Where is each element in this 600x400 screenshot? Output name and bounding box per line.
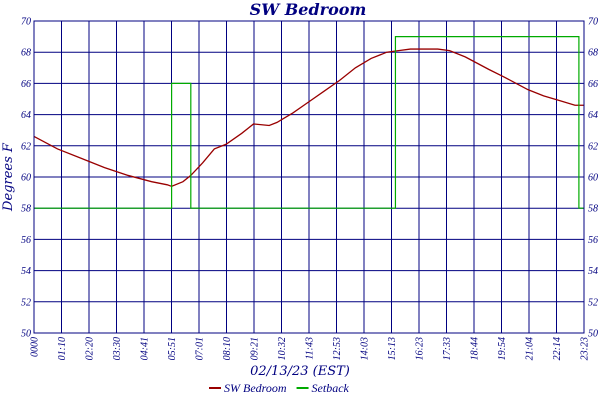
y-tick-label-left: 52 xyxy=(21,297,31,308)
x-tick-label: 14:03 xyxy=(360,337,371,360)
x-tick-label: 19:54 xyxy=(497,337,508,360)
legend-label: Setback xyxy=(312,381,350,395)
y-tick-label-right: 60 xyxy=(588,173,598,184)
y-ticks-right: 50 52 54 56 58 60 62 64 66 68 70 xyxy=(588,17,598,340)
x-ticks: 0000 01:10 02:20 03:30 04:41 05:51 07:01 08:10 0… xyxy=(30,337,591,360)
x-tick-label: 18:44 xyxy=(470,337,481,360)
x-tick-label: 11:43 xyxy=(305,337,316,360)
y-tick-label-right: 56 xyxy=(588,235,598,246)
x-tick-label: 17:33 xyxy=(442,337,453,360)
x-tick-label: 04:41 xyxy=(140,337,151,360)
x-tick-label: 10:32 xyxy=(277,337,288,360)
x-tick-label: 16:23 xyxy=(415,337,426,360)
series-line-setback xyxy=(34,36,584,209)
y-tick-label-right: 70 xyxy=(588,17,598,28)
y-tick-label-right: 50 xyxy=(588,329,598,340)
legend: SW Bedroom Setback xyxy=(209,381,350,395)
x-tick-label: 12:53 xyxy=(332,337,343,360)
x-tick-label: 21:04 xyxy=(525,337,536,360)
y-tick-label-left: 64 xyxy=(21,110,31,121)
x-tick-label: 23:23 xyxy=(580,337,591,360)
y-tick-label-left: 60 xyxy=(21,173,31,184)
y-tick-label-left: 54 xyxy=(21,266,31,277)
series-layer xyxy=(33,36,584,209)
legend-label: SW Bedroom xyxy=(224,381,287,395)
plot-frame xyxy=(33,20,585,334)
y-tick-label-right: 58 xyxy=(588,204,598,215)
x-tick-label: 15:13 xyxy=(387,337,398,360)
x-tick-label: 03:30 xyxy=(112,337,123,360)
y-tick-label-left: 68 xyxy=(21,48,31,59)
x-tick-label: 02:20 xyxy=(85,337,96,360)
x-tick-label: 07:01 xyxy=(195,337,206,360)
y-tick-label-left: 70 xyxy=(21,17,31,28)
y-axis-label: Degrees F xyxy=(1,142,16,212)
y-tick-label-left: 56 xyxy=(21,235,31,246)
x-tick-label: 05:51 xyxy=(167,337,178,360)
y-tick-label-left: 66 xyxy=(21,79,31,90)
y-tick-label-right: 66 xyxy=(588,79,598,90)
x-tick-label: 0000 xyxy=(30,337,41,357)
x-axis-label: 02/13/23 (EST) xyxy=(250,364,350,379)
grid xyxy=(33,20,585,334)
y-tick-label-left: 62 xyxy=(21,141,31,152)
x-tick-label: 08:10 xyxy=(222,337,233,360)
y-tick-label-right: 68 xyxy=(588,48,598,59)
y-tick-label-left: 58 xyxy=(21,204,31,215)
y-tick-label-right: 54 xyxy=(588,266,598,277)
y-tick-label-left: 50 xyxy=(21,329,31,340)
x-tick-label: 22:14 xyxy=(552,337,563,360)
y-tick-label-right: 52 xyxy=(588,297,598,308)
chart-title: SW Bedroom xyxy=(250,0,367,19)
y-tick-label-right: 62 xyxy=(588,141,598,152)
series-line-sw-bedroom xyxy=(33,48,584,188)
x-tick-label: 09:21 xyxy=(250,337,261,360)
y-ticks-left: 50 52 54 56 58 60 62 64 66 68 70 xyxy=(21,17,31,340)
y-tick-label-right: 64 xyxy=(588,110,598,121)
x-tick-label: 01:10 xyxy=(57,337,68,360)
